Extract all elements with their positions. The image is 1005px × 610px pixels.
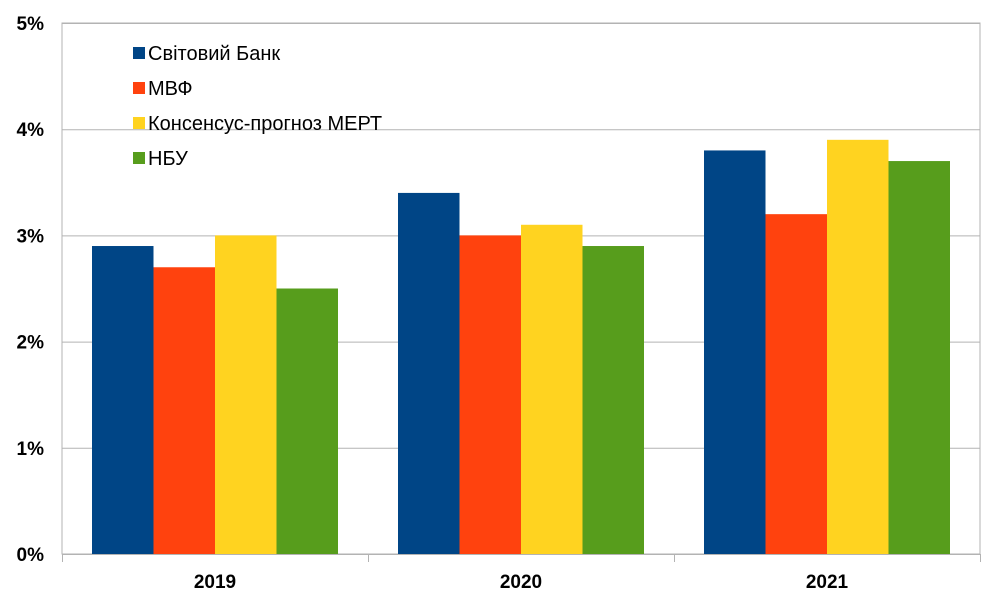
axes xyxy=(62,554,981,562)
x-tick-label: 2021 xyxy=(806,572,849,593)
legend-label: Світовий Банк xyxy=(148,43,280,65)
bar xyxy=(92,246,154,554)
bar xyxy=(215,235,277,554)
bar xyxy=(459,235,521,554)
y-tick-label: 5% xyxy=(17,14,45,35)
legend-label: НБУ xyxy=(148,148,188,170)
legend-label: МВФ xyxy=(148,78,193,100)
legend: Світовий Банк МВФ Консенсус-прогноз МЕРТ НБ… xyxy=(133,43,382,170)
legend-label: Консенсус-прогноз МЕРТ xyxy=(148,113,382,135)
bar xyxy=(153,267,215,554)
y-tick-label: 2% xyxy=(17,333,45,354)
legend-swatch xyxy=(133,82,145,94)
bars xyxy=(92,139,950,555)
y-tick-label: 4% xyxy=(17,120,45,141)
legend-swatch xyxy=(133,152,145,164)
bar xyxy=(704,150,766,554)
tick-labels: 0% 1% 2% 3% 4% 5% 2019 2020 2021 xyxy=(17,14,849,593)
bar xyxy=(521,224,583,554)
x-tick-label: 2020 xyxy=(500,572,542,593)
y-tick-label: 0% xyxy=(17,545,45,566)
bar xyxy=(888,161,950,554)
legend-swatch xyxy=(133,47,145,59)
bar xyxy=(827,139,889,554)
bar xyxy=(276,288,338,554)
y-tick-label: 3% xyxy=(17,226,45,247)
x-tick-label: 2019 xyxy=(194,572,236,593)
bar xyxy=(765,214,827,554)
y-tick-label: 1% xyxy=(17,439,45,460)
legend-swatch xyxy=(133,117,145,129)
bar xyxy=(582,246,644,554)
bar xyxy=(398,192,460,555)
